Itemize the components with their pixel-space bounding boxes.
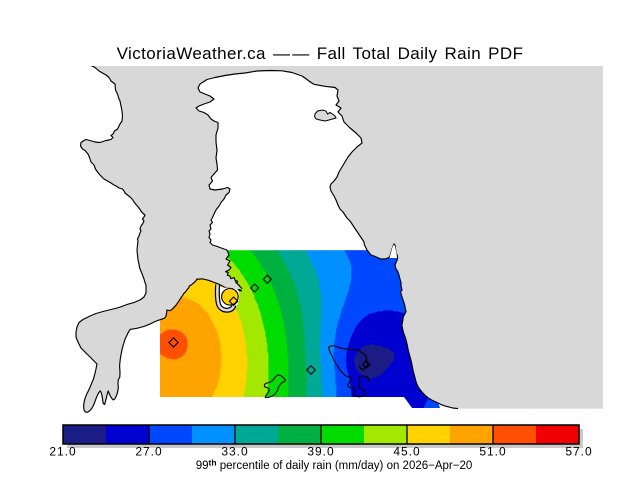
svg-text:51.0: 51.0 [479, 445, 506, 459]
svg-text:57.0: 57.0 [565, 445, 592, 459]
svg-text:VictoriaWeather.ca — — Fall To: VictoriaWeather.ca — — Fall Total Daily … [117, 44, 524, 63]
svg-text:21.0: 21.0 [49, 445, 76, 459]
svg-text:45.0: 45.0 [393, 445, 420, 459]
svg-text:33.0: 33.0 [221, 445, 248, 459]
svg-text:27.0: 27.0 [135, 445, 162, 459]
svg-text:39.0: 39.0 [307, 445, 334, 459]
svg-text:99th percentile of daily rain: 99th percentile of daily rain (mm/day) o… [196, 458, 473, 473]
